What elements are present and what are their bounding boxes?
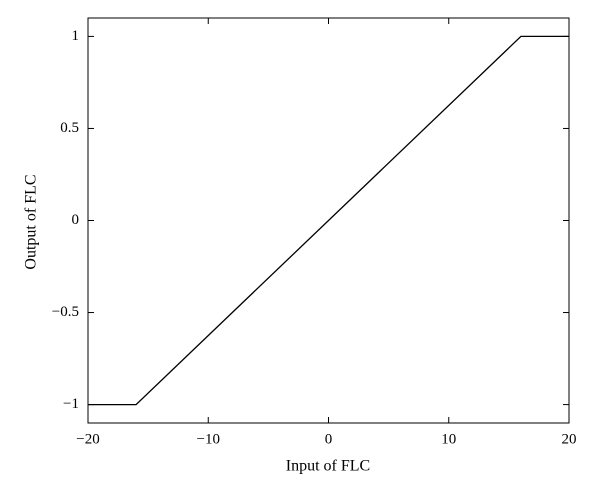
x-tick-label: −10 [197,431,220,447]
x-tick-label: 10 [441,431,456,447]
y-axis-label: Output of FLC [23,174,40,269]
y-tick-label: 1 [72,28,80,44]
line-series [88,35,569,406]
y-tick-label: 0.5 [60,120,79,136]
y-tick-label: −1 [63,396,79,412]
y-tick-label: −0.5 [52,304,79,320]
y-tick-label: 0 [72,212,80,228]
x-axis-label: Input of FLC [286,458,370,475]
x-tick-label: 20 [562,431,577,447]
x-tick-label: −20 [76,431,99,447]
x-tick-label: 0 [325,431,333,447]
